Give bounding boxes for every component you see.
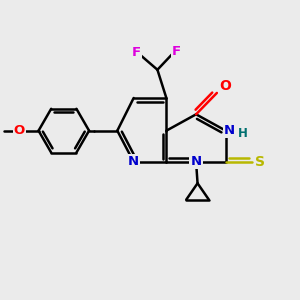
Text: O: O <box>219 80 231 93</box>
Text: F: F <box>172 44 181 58</box>
Text: N: N <box>190 155 202 168</box>
Text: S: S <box>255 155 265 169</box>
Text: N: N <box>128 155 139 168</box>
Text: N: N <box>224 124 235 137</box>
Text: F: F <box>132 46 141 59</box>
Text: H: H <box>238 127 248 140</box>
Text: O: O <box>14 124 25 137</box>
